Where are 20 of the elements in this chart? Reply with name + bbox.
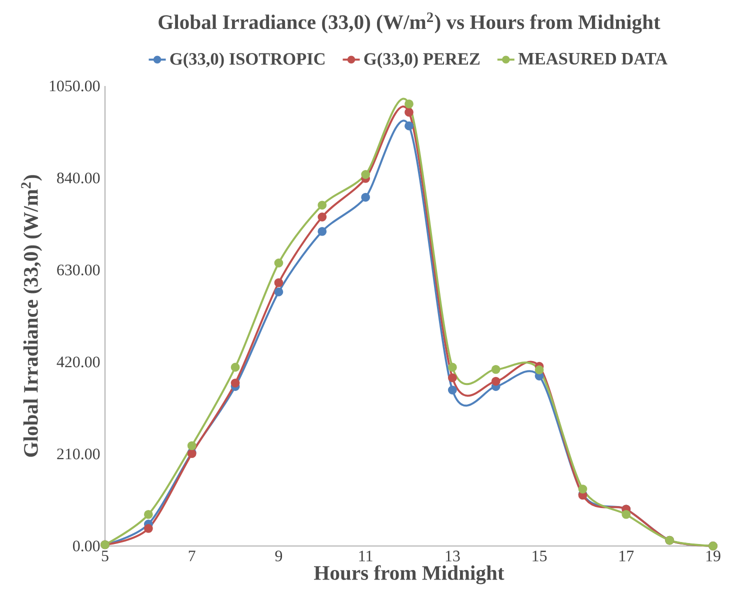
y-tick-label: 420.00 (56, 356, 100, 368)
x-tick-label: 19 (706, 550, 720, 562)
legend-label: MEASURED DATA (518, 52, 668, 65)
y-tick-label: 840.00 (57, 172, 100, 184)
legend-label: G(33,0) PEREZ (364, 52, 480, 68)
x-tick-label: 5 (102, 550, 108, 562)
x-tick-label: 15 (532, 550, 547, 562)
x-tick-label: 11 (359, 550, 372, 562)
y-tick-label: 0.00 (73, 540, 100, 552)
y-tick-label: 1050.00 (50, 80, 100, 92)
x-tick-label: 13 (446, 550, 460, 562)
chart-title: Global Irradiance (33,0) (W/m$^{2}$) vs Hours from Midnight (158, 12, 660, 34)
x-axis-title: Hours from Midnight (314, 565, 504, 584)
x-tick-label: 7 (188, 550, 196, 562)
y-tick-label: 630.00 (57, 264, 100, 276)
y-axis-title: Global Irradiance (33,0) (W/m$^{2}$) (21, 175, 42, 457)
x-tick-label: 9 (275, 550, 282, 562)
x-tick-label: 17 (620, 550, 634, 562)
legend-label: G(33,0) ISOTROPIC (170, 52, 324, 68)
y-tick-label: 210.00 (57, 448, 100, 460)
